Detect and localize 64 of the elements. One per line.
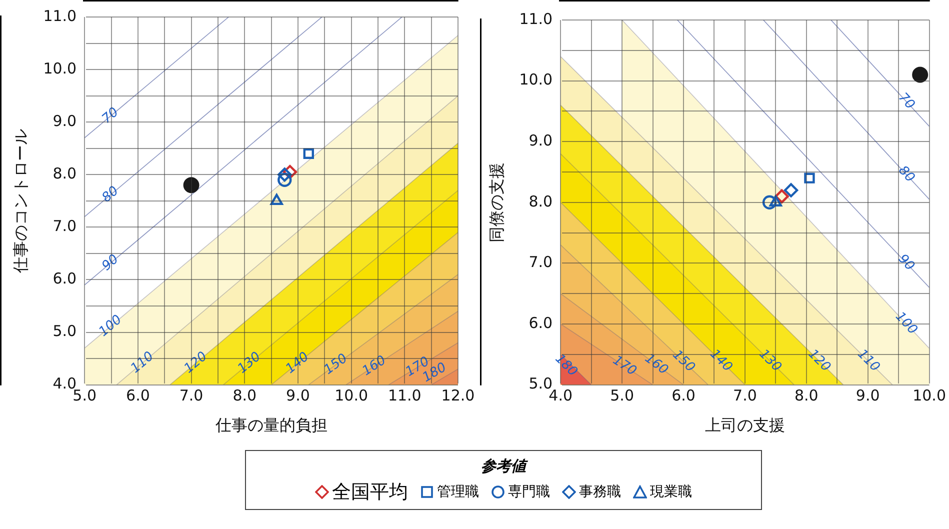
text: 80 — [99, 184, 122, 206]
legend-label: 現業職 — [650, 483, 692, 501]
text: 130 — [235, 349, 264, 377]
text: 140 — [283, 350, 312, 377]
y-tick-label: 11.0 — [519, 10, 553, 28]
y-tick-label: 5.0 — [52, 322, 77, 340]
y-tick-label: 10.0 — [43, 59, 77, 78]
x-tick-label: 12.0 — [441, 386, 475, 405]
x-tick-label: 11.0 — [388, 386, 422, 405]
x-tick-label: 10.0 — [334, 386, 368, 405]
y-tick-label: 8.0 — [52, 164, 77, 183]
text: 160 — [360, 352, 389, 380]
y-tick-label: 8.0 — [528, 192, 553, 210]
text: 70 — [99, 104, 122, 127]
series-label: 180 — [552, 351, 580, 380]
y-tick-label: 6.0 — [52, 270, 77, 288]
x-tick-label: 10.0 — [912, 386, 946, 405]
x-tick-label: 5.0 — [610, 386, 634, 405]
text: 90 — [99, 252, 122, 274]
point — [804, 172, 815, 184]
text: 160 — [642, 351, 671, 378]
text: 90 — [894, 252, 918, 274]
y-axis-title: 同僚の支援 — [486, 162, 506, 242]
legend-label: 専門職 — [508, 483, 550, 501]
y-tick-label: 9.0 — [528, 131, 553, 150]
y-axis-title: 仕事のコントロール — [10, 128, 30, 274]
text: 110 — [128, 348, 157, 376]
y-tick-label: 5.0 — [528, 374, 553, 393]
point — [774, 189, 789, 204]
x-tick-label: 8.0 — [794, 386, 818, 405]
text: 120 — [182, 349, 210, 377]
text: 100 — [892, 309, 920, 338]
point — [784, 183, 798, 198]
y-tick-label: 11.0 — [43, 6, 77, 25]
text: 120 — [805, 346, 834, 375]
x-tick-label: 7.0 — [733, 386, 757, 405]
y-tick-label: 7.0 — [52, 217, 77, 236]
y-tick-label: 6.0 — [528, 314, 553, 332]
legend-label: 全国平均 — [332, 480, 408, 505]
text: 70 — [895, 90, 918, 113]
text: 130 — [756, 346, 784, 375]
x-tick-label: 8.0 — [232, 386, 257, 405]
y-tick-label: 7.0 — [528, 253, 553, 272]
text: 80 — [895, 163, 918, 186]
y-tick-label: 9.0 — [52, 112, 77, 130]
legend-label: 事務職 — [579, 483, 621, 501]
x-tick-label: 6.0 — [126, 386, 150, 405]
x-axis-title: 仕事の量的負担 — [214, 416, 328, 435]
point — [912, 66, 928, 83]
x-tick-label: 7.0 — [179, 386, 204, 405]
text: 100 — [96, 312, 125, 340]
legend-label: 管理職 — [437, 483, 479, 501]
text: 170 — [610, 352, 639, 380]
x-tick-label: 6.0 — [672, 386, 696, 405]
text: 150 — [669, 347, 698, 376]
point — [762, 195, 777, 210]
legend-title: 参考値 — [480, 457, 529, 476]
x-tick-label: 9.0 — [856, 386, 880, 405]
x-tick-label: 9.0 — [286, 386, 310, 405]
text: 140 — [706, 346, 735, 375]
text: 110 — [854, 346, 882, 375]
x-axis-title: 上司の支援 — [704, 416, 785, 435]
y-tick-label: 10.0 — [519, 70, 553, 89]
text: 150 — [321, 351, 350, 378]
